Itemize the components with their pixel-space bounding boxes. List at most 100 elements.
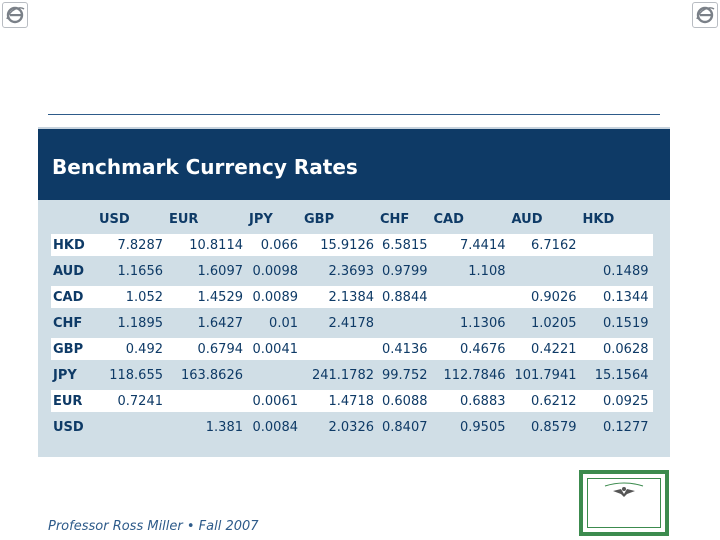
rate-cell: 2.4178: [328, 315, 375, 331]
row-header-gbp: GBP: [51, 338, 97, 360]
rate-cell: 0.492: [97, 338, 167, 360]
table-row: EUR 0.7241 0.0061 1.4718 0.6088 0.6883 0.6212 0…: [51, 390, 653, 412]
table-row: JPY 118.655 163.8626 241.1782 99.752 112.7846…: [51, 364, 653, 386]
rate-cell: 101.7941: [514, 367, 577, 383]
rate-cell: 0.7241: [97, 390, 167, 412]
rate-cell: 10.8114: [167, 234, 247, 256]
ie-logo-icon[interactable]: [692, 2, 718, 28]
row-header-hkd: HKD: [51, 234, 97, 256]
table-row: GBP 0.492 0.6794 0.0041 0.4136 0.4676 0.4221 0.…: [51, 338, 653, 360]
ie-logo-icon[interactable]: [2, 2, 28, 28]
rate-cell: 1.6097: [197, 263, 244, 279]
table-row: AUD 1.1656 1.6097 0.0098 2.3693 0.9799 1.108 0.…: [51, 260, 653, 282]
rate-cell: 2.0326: [328, 419, 375, 435]
rate-cell: 7.4414: [431, 234, 510, 256]
rate-cell: 1.108: [468, 263, 506, 279]
footer-credit: Professor Ross Miller • Fall 2007: [48, 519, 259, 534]
row-header-eur: EUR: [51, 390, 97, 412]
rate-cell: 1.381: [205, 419, 243, 435]
rate-cell: 118.655: [109, 367, 163, 383]
rate-cell: 0.4221: [509, 338, 581, 360]
table-row: USD 1.381 0.0084 2.0326 0.8407 0.9505 0.8579 0.…: [51, 416, 653, 438]
column-header-chf: CHF: [380, 211, 410, 227]
table-row: CHF 1.1895 1.6427 0.01 2.4178 1.1306 1.0205 0.1…: [51, 312, 653, 334]
rate-cell: 1.4718: [302, 390, 378, 412]
column-header-eur: EUR: [169, 211, 199, 227]
rate-cell: [580, 234, 653, 256]
panel-header: Benchmark Currency Rates: [38, 127, 670, 200]
row-header-usd: USD: [53, 419, 84, 435]
rate-cell: 1.4529: [167, 286, 247, 308]
rate-cell: 1.0205: [531, 315, 577, 331]
column-header-cad: CAD: [433, 211, 464, 227]
column-header-aud: AUD: [511, 211, 543, 227]
rate-cell: 0.0628: [580, 338, 653, 360]
rate-cell: 0.1277: [603, 419, 649, 435]
currency-rates-panel: Benchmark Currency Rates USD EUR JPY GBP CHF…: [38, 127, 670, 457]
rate-cell: 163.8626: [180, 367, 243, 383]
rate-cell: 99.752: [382, 367, 428, 383]
rate-cell: 0.4136: [378, 338, 432, 360]
rate-cell: 0.8844: [378, 286, 432, 308]
rate-cell: 0.9026: [509, 286, 581, 308]
rate-cell: 1.052: [97, 286, 167, 308]
table-body: HKD 7.8287 10.8114 0.066 15.9126 6.5815 7.4414…: [51, 234, 653, 438]
table-row: CAD 1.052 1.4529 0.0089 2.1384 0.8844 0.9026 0.…: [51, 286, 653, 308]
rate-cell: [431, 286, 510, 308]
column-header-jpy: JPY: [249, 211, 273, 227]
rate-cell: 0.1489: [603, 263, 649, 279]
rate-cell: 0.6794: [167, 338, 247, 360]
rate-cell: 2.1384: [302, 286, 378, 308]
title-divider: [48, 114, 660, 115]
rate-cell: 0.8579: [531, 419, 577, 435]
rate-cell: [167, 390, 247, 412]
row-header-chf: CHF: [53, 315, 83, 331]
rate-cell: [510, 260, 581, 282]
rate-cell: 0.0089: [247, 286, 302, 308]
rate-cell: 1.1656: [117, 263, 164, 279]
rate-cell: 0.9799: [382, 263, 428, 279]
rate-cell: [378, 312, 432, 334]
rate-cell: 6.7162: [509, 234, 581, 256]
rate-cell: 112.7846: [443, 367, 506, 383]
rate-cell: 0.0061: [247, 390, 302, 412]
rate-cell: 0.01: [269, 315, 298, 331]
rate-cell: [97, 416, 167, 438]
table-header-row: USD EUR JPY GBP CHF CAD AUD HKD: [51, 208, 653, 230]
rate-cell: 15.9126: [302, 234, 378, 256]
rate-cell: 0.1344: [580, 286, 653, 308]
rate-cell: 0.4676: [431, 338, 510, 360]
currency-rates-table: USD EUR JPY GBP CHF CAD AUD HKD HKD 7.8287 10.811…: [51, 204, 653, 442]
column-header-gbp: GBP: [304, 211, 335, 227]
row-header-aud: AUD: [53, 263, 85, 279]
rate-cell: 1.1306: [460, 315, 506, 331]
rate-cell: 0.6883: [431, 390, 510, 412]
rate-cell: 15.1564: [594, 367, 649, 383]
rate-cell: 241.1782: [311, 367, 374, 383]
stock-certificate-icon: [579, 470, 669, 536]
row-header-cad: CAD: [51, 286, 97, 308]
rate-cell: 0.0041: [247, 338, 302, 360]
rate-cell: [247, 364, 302, 386]
rate-cell: 0.6088: [378, 390, 432, 412]
table-row: HKD 7.8287 10.8114 0.066 15.9126 6.5815 7.4414…: [51, 234, 653, 256]
column-header-usd: USD: [99, 211, 130, 227]
rate-cell: [302, 338, 378, 360]
panel-title: Benchmark Currency Rates: [52, 155, 358, 179]
table-corner-cell: [51, 208, 97, 230]
rate-cell: 0.0098: [252, 263, 299, 279]
rate-cell: 0.066: [247, 234, 302, 256]
rate-cell: 7.8287: [97, 234, 167, 256]
rate-cell: 0.9505: [460, 419, 506, 435]
rate-cell: 1.6427: [197, 315, 244, 331]
rate-cell: 2.3693: [328, 263, 375, 279]
rate-cell: 0.8407: [382, 419, 428, 435]
rate-cell: 1.1895: [117, 315, 164, 331]
rate-cell: 0.1519: [603, 315, 649, 331]
column-header-hkd: HKD: [582, 211, 615, 227]
rate-cell: 6.5815: [378, 234, 432, 256]
row-header-jpy: JPY: [53, 367, 77, 383]
rate-cell: 0.0925: [580, 390, 653, 412]
rate-cell: 0.6212: [509, 390, 581, 412]
rate-cell: 0.0084: [252, 419, 299, 435]
